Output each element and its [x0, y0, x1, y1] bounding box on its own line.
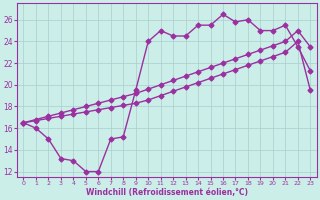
X-axis label: Windchill (Refroidissement éolien,°C): Windchill (Refroidissement éolien,°C): [86, 188, 248, 197]
